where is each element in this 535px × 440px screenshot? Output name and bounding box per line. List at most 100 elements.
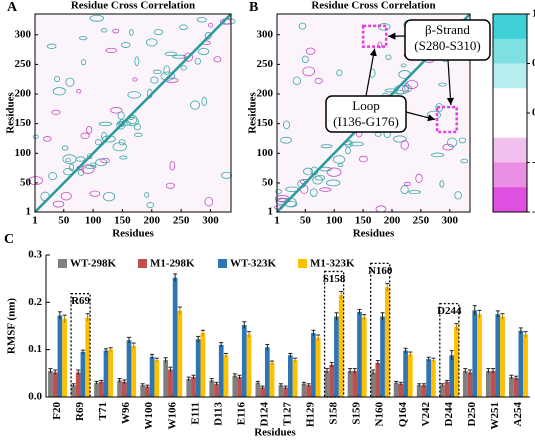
contour — [221, 171, 233, 179]
bar — [186, 379, 192, 397]
contour — [63, 167, 74, 176]
x-tick-label: 300 — [442, 215, 459, 227]
bar — [454, 326, 459, 397]
contour — [127, 91, 142, 99]
contour — [165, 182, 175, 189]
bar — [472, 310, 478, 397]
x-tick-label: V242 — [420, 402, 432, 427]
y-tick-label: 300 — [257, 28, 274, 40]
contour — [183, 52, 193, 62]
bar — [103, 350, 109, 397]
bar — [490, 370, 496, 397]
bar — [311, 333, 316, 397]
bar — [209, 380, 215, 397]
y-tick-label: 50 — [20, 176, 32, 188]
legend-label: M1-298K — [150, 258, 195, 270]
contour — [94, 139, 102, 146]
contour — [54, 75, 60, 83]
bar — [315, 337, 321, 397]
bar — [477, 314, 482, 397]
x-tick-label: D124 — [258, 402, 270, 427]
contour — [213, 56, 222, 63]
x-axis-label: Residues — [254, 427, 296, 439]
contour — [400, 63, 407, 68]
colorbar-band — [493, 63, 527, 89]
contour — [303, 167, 314, 176]
bar — [278, 385, 284, 397]
legend-swatch — [218, 259, 227, 268]
plot-frame — [276, 13, 471, 213]
bar — [361, 317, 367, 397]
bar — [163, 360, 169, 397]
annotation-text: β-Strand — [425, 22, 470, 37]
contour — [81, 164, 95, 174]
contour — [326, 167, 342, 177]
colorbar-tick-label: 0.0 — [532, 107, 535, 119]
contour — [98, 121, 113, 127]
contour — [120, 42, 131, 48]
bar — [218, 344, 224, 397]
contour — [164, 51, 177, 57]
bar — [421, 385, 427, 397]
contour — [134, 56, 140, 67]
contour — [68, 163, 75, 171]
bar — [288, 355, 293, 397]
bar — [241, 325, 247, 397]
contour — [431, 152, 445, 158]
bar — [71, 385, 76, 397]
contour — [349, 141, 364, 147]
y-tick-label: 150 — [257, 117, 274, 129]
contour — [43, 136, 52, 142]
x-tick-label: W100 — [143, 402, 155, 430]
x-tick-label: 250 — [413, 215, 430, 227]
colorbar-tick-label: -0.5 — [532, 156, 535, 168]
bar — [62, 318, 67, 397]
contour — [86, 125, 93, 134]
x-tick-label: 150 — [114, 215, 131, 227]
arrow — [446, 59, 455, 106]
bar — [177, 310, 183, 397]
annotation-text: (I136-G176) — [333, 114, 399, 129]
bar — [352, 370, 358, 397]
contour — [198, 47, 210, 56]
y-tick-label: 300 — [15, 28, 32, 40]
x-axis-label: Residues — [112, 228, 154, 240]
x-tick-label: W251 — [489, 402, 501, 430]
bar — [57, 315, 63, 397]
legend-swatch — [58, 259, 67, 268]
bar — [168, 369, 173, 397]
contour — [65, 158, 71, 163]
bar — [523, 334, 528, 397]
contour — [393, 135, 407, 143]
bar — [94, 382, 99, 397]
contour — [408, 190, 422, 194]
bar — [462, 370, 468, 397]
x-tick-label: 50 — [58, 215, 70, 227]
bar — [500, 316, 505, 397]
highlight-box — [439, 302, 460, 398]
bar — [131, 345, 137, 397]
contour — [190, 100, 201, 110]
x-tick-label: 50 — [300, 215, 312, 227]
contour — [119, 155, 128, 160]
x-tick-label: 100 — [85, 215, 102, 227]
bar — [513, 378, 519, 397]
bar — [283, 387, 288, 397]
contour — [146, 202, 155, 208]
bar — [509, 377, 514, 397]
y-tick-label: 1 — [268, 206, 274, 218]
bar — [467, 372, 473, 397]
contour — [89, 14, 104, 22]
contour — [134, 132, 143, 137]
bar — [269, 362, 275, 397]
contour — [204, 32, 212, 40]
y-tick-label: 0.0 — [28, 391, 42, 403]
x-tick-label: S159 — [351, 402, 363, 425]
bar — [444, 381, 450, 397]
y-tick-label: 0.1 — [28, 343, 42, 355]
y-axis-label: Residues — [5, 92, 17, 134]
bar — [75, 372, 81, 397]
bar — [384, 287, 390, 397]
contour — [301, 55, 309, 64]
bar — [246, 334, 252, 397]
